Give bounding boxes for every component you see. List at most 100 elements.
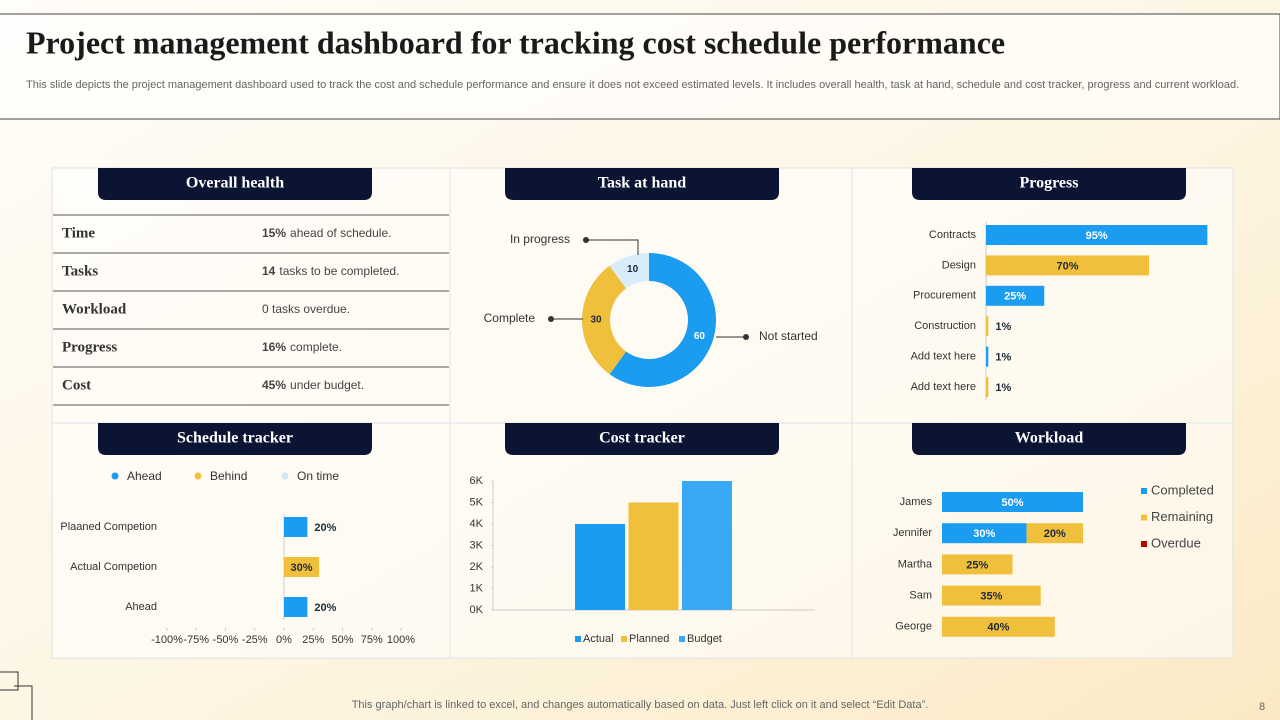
row-value-bold: 45% (262, 378, 286, 392)
legend-marker (194, 472, 202, 480)
data-label: 50% (1001, 497, 1023, 509)
x-tick-label: 25% (302, 634, 324, 646)
data-label: 1% (995, 321, 1011, 333)
bar (986, 255, 1150, 276)
category-label: In progress (510, 232, 570, 246)
bar-segment (942, 585, 1041, 606)
y-tick-label: 5K (470, 496, 484, 508)
panel-tab (912, 168, 1186, 200)
title: Project management dashboard for trackin… (26, 24, 1005, 60)
panel-title: Schedule tracker (177, 430, 293, 447)
legend-label: Behind (210, 469, 247, 483)
row-value-bold: 14 (262, 264, 276, 278)
legend-marker (1141, 541, 1147, 547)
legend-marker (1141, 488, 1147, 494)
data-label: 10 (627, 264, 639, 275)
leader-dot (548, 316, 554, 322)
x-tick-label: -50% (213, 634, 239, 646)
leader-dot (743, 334, 749, 340)
leader-line (586, 239, 639, 255)
row-value: 14 tasks to be completed. (262, 264, 399, 278)
leader-dot (583, 237, 589, 243)
bar (986, 316, 989, 337)
y-tick-label: 6K (470, 475, 484, 487)
row-value-text: 0 tasks overdue. (262, 302, 350, 316)
panel-title: Workload (1015, 430, 1084, 447)
legend-label: Overdue (1151, 535, 1201, 550)
panel-tab (505, 168, 779, 200)
row-value-text: ahead of schedule. (290, 226, 391, 240)
footer: This graph/chart is linked to excel, and… (352, 699, 929, 711)
x-tick-label: 0% (276, 634, 292, 646)
row-value-bold: 15% (262, 226, 286, 240)
x-tick-label: -75% (183, 634, 209, 646)
category-label: Jennifer (893, 527, 932, 539)
row-label: Progress (62, 339, 117, 355)
legend-label: Planned (629, 633, 669, 645)
legend-marker (111, 472, 119, 480)
category-label: Martha (898, 558, 933, 570)
panel-tab (98, 168, 372, 200)
panel-title: Progress (1020, 175, 1079, 192)
data-label: 1% (995, 352, 1011, 364)
row-label: Time (62, 225, 95, 241)
data-label: 25% (1004, 291, 1026, 303)
x-tick-label: 50% (331, 634, 353, 646)
x-tick-label: -100% (151, 634, 183, 646)
category-label: Ahead (125, 601, 157, 613)
data-label: 60 (694, 331, 706, 342)
legend-marker (679, 636, 685, 642)
y-tick-label: 2K (470, 561, 484, 573)
data-label: 1% (995, 382, 1011, 394)
legend-label: Ahead (127, 469, 162, 483)
panel-tab (98, 423, 372, 455)
row-value: 45% under budget. (262, 378, 364, 392)
subtitle: This slide depicts the project managemen… (26, 79, 1240, 91)
legend-marker (575, 636, 581, 642)
category-label: Construction (914, 320, 976, 332)
row-value-text: complete. (290, 340, 342, 354)
panel-tab (912, 423, 1186, 455)
legend-label: Completed (1151, 482, 1214, 497)
bar-segment (942, 616, 1055, 637)
bar-segment (942, 554, 1013, 575)
data-label: 35% (980, 591, 1002, 603)
row-value-text: tasks to be completed. (279, 264, 399, 278)
bar (284, 597, 308, 617)
x-tick-label: 100% (387, 634, 415, 646)
row-label: Cost (62, 377, 91, 393)
row-value-text: under budget. (290, 378, 364, 392)
y-tick-label: 4K (470, 518, 484, 530)
data-label: 95% (1086, 230, 1108, 242)
data-label: 20% (314, 522, 336, 534)
legend-label: On time (297, 469, 339, 483)
category-label: Add text here (911, 381, 976, 393)
bar-segment (942, 523, 1027, 544)
bar (628, 502, 679, 610)
category-label: Add text here (911, 351, 976, 363)
row-value: 16% complete. (262, 340, 342, 354)
data-label: 20% (314, 602, 336, 614)
legend-label: Actual (583, 633, 614, 645)
row-value: 15% ahead of schedule. (262, 226, 391, 240)
bar (986, 225, 1208, 245)
data-label: 30% (291, 562, 313, 574)
subtitle-box: This slide depicts the project managemen… (26, 79, 1240, 91)
category-label: Procurement (913, 290, 976, 302)
category-label: Plaaned Competion (60, 521, 157, 533)
category-label: Contracts (929, 229, 977, 241)
category-label: James (900, 496, 933, 508)
row-label: Tasks (62, 263, 98, 279)
bar-segment (1026, 523, 1083, 544)
corner-deco (0, 671, 33, 720)
bar (986, 285, 1045, 306)
x-tick-label: 75% (361, 634, 383, 646)
legend-label: Budget (687, 633, 722, 645)
bar (575, 524, 625, 610)
y-tick-label: 3K (470, 539, 484, 551)
panel-title: Task at hand (598, 175, 686, 192)
donut-segment (609, 253, 649, 289)
category-label: Actual Competion (70, 561, 157, 573)
row-value-bold: 16% (262, 340, 286, 354)
legend-marker (1141, 514, 1147, 521)
